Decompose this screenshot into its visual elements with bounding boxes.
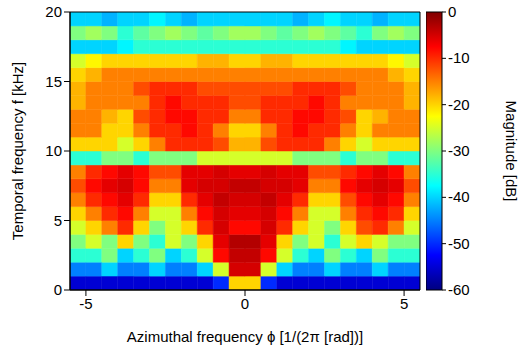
svg-text:15: 15 (45, 73, 62, 90)
svg-text:0: 0 (241, 295, 249, 312)
svg-text:-30: -30 (448, 142, 470, 159)
svg-text:-60: -60 (448, 281, 470, 298)
svg-text:Azimuthal frequency ϕ [1/(2π [: Azimuthal frequency ϕ [1/(2π [rad])] (127, 328, 363, 345)
svg-text:-40: -40 (448, 188, 470, 205)
svg-text:-5: -5 (79, 295, 92, 312)
svg-text:20: 20 (45, 3, 62, 20)
svg-text:-20: -20 (448, 96, 470, 113)
svg-text:5: 5 (400, 295, 408, 312)
svg-text:-10: -10 (448, 49, 470, 66)
svg-text:5: 5 (54, 212, 62, 229)
svg-text:0: 0 (448, 3, 456, 20)
svg-text:0: 0 (54, 281, 62, 298)
svg-text:-50: -50 (448, 235, 470, 252)
svg-text:Magnitude [dB]: Magnitude [dB] (503, 101, 520, 202)
svg-text:10: 10 (45, 142, 62, 159)
svg-text:Temporal frequency f [kHz]: Temporal frequency f [kHz] (9, 62, 26, 240)
